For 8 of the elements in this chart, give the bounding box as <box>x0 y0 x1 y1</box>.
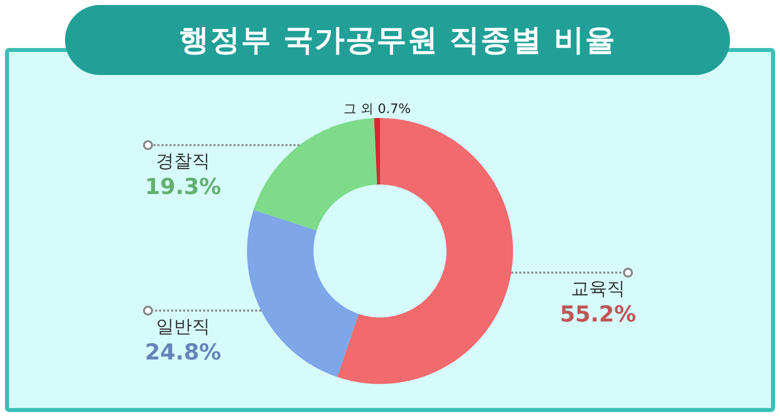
slice-label: 일반직 <box>156 316 210 338</box>
data-label: 19.3% <box>144 174 222 200</box>
data-label: 24.8% <box>144 340 222 366</box>
data-label: 55.2% <box>560 302 636 328</box>
slice-label: 경찰직 <box>156 150 210 172</box>
slice-label: 교육직 <box>571 278 625 300</box>
slice-label: 그 외 0.7% <box>343 102 411 117</box>
chart-title: 행정부 국가공무원 직종별 비율 <box>65 5 730 75</box>
